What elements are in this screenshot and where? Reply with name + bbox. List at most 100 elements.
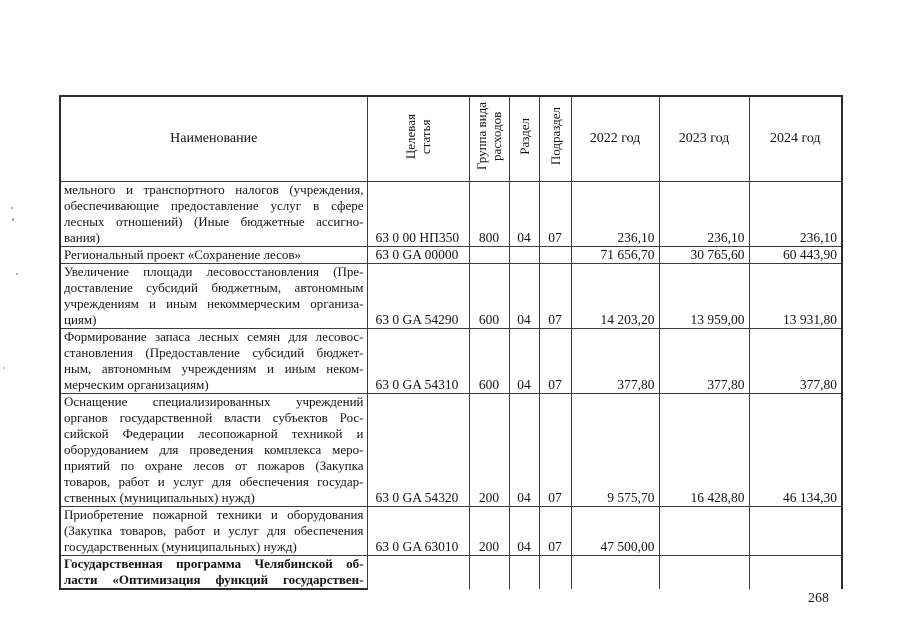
row-name-line: ственных (муниципальных) нужд) [64, 489, 255, 505]
table-row: Приобретение пожарной техники и оборудов… [59, 505, 843, 556]
row-name-line: Региональный проект «Сохранение лесов» [64, 246, 302, 262]
row-amount-2023: 13 959,00 [658, 262, 750, 329]
row-section: 04 [508, 262, 540, 329]
row-name-line: Оснащение специализированных учреждений [64, 393, 364, 409]
col-header-expense-group: Группа вида расходов [468, 95, 510, 182]
col-header-target-article: Целевая статья [366, 95, 470, 182]
table-row: Государственная программа Челябинской об… [59, 554, 843, 590]
row-subsection: 07 [538, 180, 572, 247]
row-name: Региональный проект «Сохранение лесов» [59, 245, 368, 264]
row-amount-2022: 14 203,20 [570, 262, 660, 329]
row-name-line: мельного и транспортного налогов (учрежд… [64, 181, 364, 197]
row-name-line: Приобретение пожарной техники и оборудов… [64, 506, 364, 522]
row-name-line: учреждениям и иным некоммерческим органи… [64, 295, 364, 311]
row-target-article [366, 554, 470, 589]
row-amount-2024: 377,80 [748, 327, 843, 394]
row-amount-2023: 236,10 [658, 180, 750, 247]
row-amount-2022: 71 656,70 [570, 245, 660, 264]
row-target-article: 63 0 GA 54310 [366, 327, 470, 394]
row-name-line: государственных (муниципальных) нужд) [64, 538, 297, 554]
row-section: 04 [508, 327, 540, 394]
row-subsection: 07 [538, 327, 572, 394]
row-name-line: оборудованием для проведения комплекса м… [64, 441, 364, 457]
row-name: Формирование запаса лесных семян для лес… [59, 327, 368, 394]
row-name: Государственная программа Челябинской об… [59, 554, 368, 590]
row-subsection: 07 [538, 505, 572, 556]
row-expense-group: 800 [468, 180, 510, 247]
row-amount-2024: 46 134,30 [748, 392, 843, 507]
col-header-2023: 2023 год [658, 95, 750, 182]
row-amount-2023: 30 765,60 [658, 245, 750, 264]
row-amount-2024: 60 443,90 [748, 245, 843, 264]
row-name-line: товаров, работ и услуг для обеспечения г… [64, 473, 364, 489]
row-expense-group: 200 [468, 392, 510, 507]
row-name: Увеличение площади лесовосстановления (П… [59, 262, 368, 329]
scan-speck [12, 218, 14, 221]
row-section [508, 554, 540, 589]
row-name-line: циям) [64, 311, 97, 327]
col-header-subsection-label: Подраздел [547, 107, 563, 166]
row-name-line: доставление субсидий бюджетным, автономн… [64, 279, 364, 295]
row-name: Оснащение специализированных учреждений о… [59, 392, 368, 507]
row-name-line: Государственная программа Челябинской об… [64, 555, 364, 571]
row-amount-2024: 236,10 [748, 180, 843, 247]
col-header-name: Наименование [59, 95, 368, 182]
table-row: Региональный проект «Сохранение лесов» 63… [59, 245, 843, 264]
table-body: мельного и транспортного налогов (учрежд… [59, 180, 843, 590]
row-amount-2023 [658, 554, 750, 589]
row-target-article: 63 0 00 НП350 [366, 180, 470, 247]
row-name-line: обеспечивающие предоставление услуг в сф… [64, 197, 364, 213]
row-subsection [538, 245, 572, 264]
row-target-article: 63 0 GA 00000 [366, 245, 470, 264]
row-target-article: 63 0 GA 54320 [366, 392, 470, 507]
header-row: Наименование Целевая статья Группа вида … [59, 95, 843, 182]
row-name-line: Формирование запаса лесных семян для лес… [64, 328, 364, 344]
table-row: Формирование запаса лесных семян для лес… [59, 327, 843, 394]
row-amount-2024 [748, 554, 843, 589]
row-name-line: ласти «Оптимизация функций государствен- [64, 571, 364, 587]
budget-table: Наименование Целевая статья Группа вида … [59, 95, 843, 590]
col-header-section: Раздел [508, 95, 540, 182]
row-name-line: Увеличение площади лесовосстановления (П… [64, 263, 364, 279]
col-header-target-article-label: Целевая статья [403, 113, 433, 159]
row-amount-2022: 47 500,00 [570, 505, 660, 556]
row-amount-2024: 13 931,80 [748, 262, 843, 329]
row-name-line: сийской Федерации лесопожарной техникой … [64, 425, 364, 441]
row-amount-2024 [748, 505, 843, 556]
row-expense-group: 600 [468, 327, 510, 394]
row-expense-group: 200 [468, 505, 510, 556]
table-row: мельного и транспортного налогов (учрежд… [59, 180, 843, 247]
row-target-article: 63 0 GA 63010 [366, 505, 470, 556]
row-name-line: приятий по охране лесов от пожаров (Заку… [64, 457, 364, 473]
col-header-section-label: Раздел [516, 117, 532, 155]
row-name-line: (Закупка товаров, работ и услуг для обес… [64, 522, 364, 538]
row-name: Приобретение пожарной техники и оборудов… [59, 505, 368, 556]
col-header-2024: 2024 год [748, 95, 843, 182]
col-header-expense-group-label: Группа вида расходов [474, 102, 504, 171]
row-amount-2023: 377,80 [658, 327, 750, 394]
row-name-line: лесных отношений) (Иные бюджетные ассигн… [64, 213, 364, 229]
row-name: мельного и транспортного налогов (учрежд… [59, 180, 368, 247]
row-section: 04 [508, 505, 540, 556]
row-name-line: вания) [64, 229, 100, 245]
row-section: 04 [508, 392, 540, 507]
page-number: 268 [808, 591, 829, 606]
table-row: Оснащение специализированных учреждений о… [59, 392, 843, 507]
row-expense-group: 600 [468, 262, 510, 329]
row-name-line: становления (Предоставление субсидий бюд… [64, 344, 364, 360]
row-subsection [538, 554, 572, 589]
scan-speck [11, 207, 13, 209]
row-section: 04 [508, 180, 540, 247]
row-amount-2023 [658, 505, 750, 556]
row-amount-2022: 236,10 [570, 180, 660, 247]
row-amount-2022: 9 575,70 [570, 392, 660, 507]
col-header-2022: 2022 год [570, 95, 660, 182]
row-expense-group [468, 554, 510, 589]
row-name-line: ным, автономным учреждениям и иным неком… [64, 360, 364, 376]
row-name-line: мерческим организациям) [64, 376, 209, 392]
col-header-subsection: Подраздел [538, 95, 572, 182]
row-amount-2023: 16 428,80 [658, 392, 750, 507]
scan-speck [3, 367, 5, 369]
scan-speck [16, 273, 18, 275]
